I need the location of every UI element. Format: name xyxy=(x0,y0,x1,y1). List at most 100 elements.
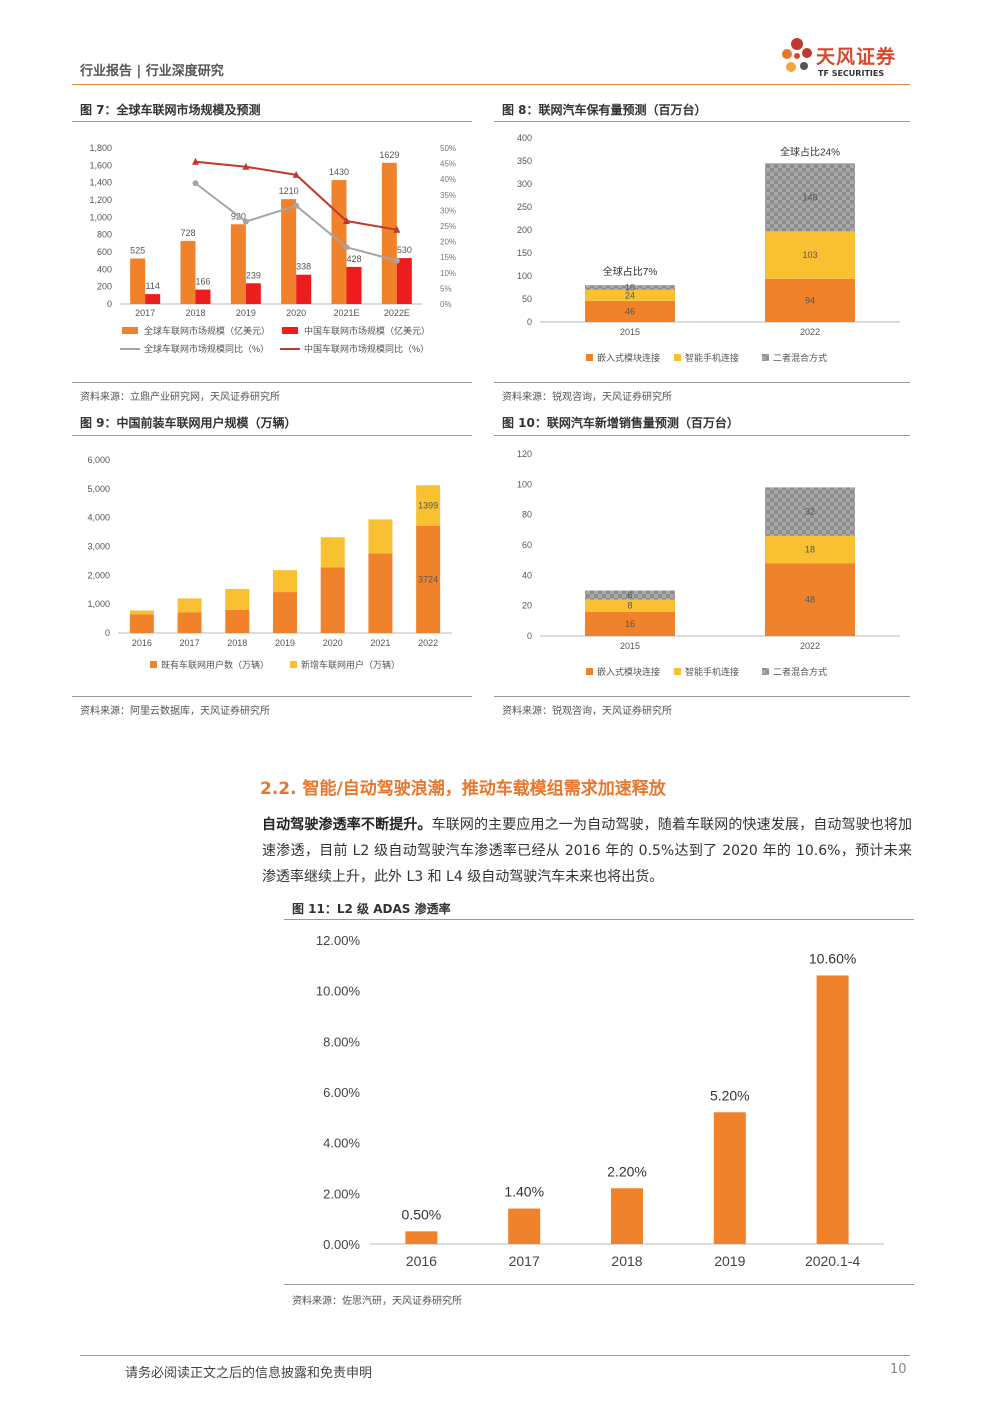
y-tick-label: 1,600 xyxy=(89,160,112,170)
x-tick-label: 2020.1-4 xyxy=(805,1253,860,1269)
china-bar-data-label: 114 xyxy=(145,281,159,291)
x-tick-label: 2017 xyxy=(180,638,200,648)
legend-label: 智能手机连接 xyxy=(685,666,739,677)
y-tick-label: 250 xyxy=(517,202,532,212)
y-tick-label: 100 xyxy=(517,479,532,489)
global-yoy-point xyxy=(393,257,400,264)
fig9-bottom-rule xyxy=(72,696,472,697)
china-yoy-point xyxy=(242,162,250,170)
smartphone-bar-segment xyxy=(585,599,675,612)
embedded-bar-segment xyxy=(320,567,345,633)
x-tick-label: 2019 xyxy=(275,638,295,648)
fig7-title: 图 7：全球车联网市场规模及预测 xyxy=(80,103,261,117)
global-bar-data-label: 1210 xyxy=(279,186,299,196)
company-logo: 天风证券 TF SECURITIES xyxy=(778,34,918,84)
legend-swatch xyxy=(674,354,681,361)
global-market-bar xyxy=(180,240,196,304)
fig7-top-rule xyxy=(72,121,472,122)
legend-swatch xyxy=(674,668,681,675)
embedded-bar-segment xyxy=(585,300,675,322)
smartphone-bar-segment xyxy=(225,588,250,610)
x-tick-label: 2017 xyxy=(509,1253,540,1269)
embedded-bar-segment xyxy=(273,592,297,633)
china-bar-data-label: 239 xyxy=(246,270,261,280)
section-paragraph: 自动驾驶渗透率不断提升。车联网的主要应用之一为自动驾驶，随着车联网的快速发展，自… xyxy=(262,812,912,890)
y-tick-label: 4.00% xyxy=(323,1136,360,1151)
x-tick-label: 2020 xyxy=(286,308,306,318)
report-header: 行业报告 | 行业深度研究 xyxy=(80,64,224,79)
smartphone-bar-segment xyxy=(585,289,675,301)
global-yoy-point xyxy=(293,202,300,209)
share-annotation: 全球占比7% xyxy=(603,265,658,278)
y-tick-label: 600 xyxy=(97,247,112,257)
legend-label: 嵌入式模块连接 xyxy=(597,666,660,677)
fig10-chart: 0 20 40 60 80 100 120 16 86 2015 48 18 32 2022 嵌入式模块连接… xyxy=(517,449,900,677)
smartphone-bar-segment xyxy=(320,537,345,568)
y-tick-label: 0 xyxy=(527,631,532,641)
smartphone-bar-segment xyxy=(177,598,202,613)
fig10-title: 图 10：联网汽车新增销售量预测（百万台） xyxy=(502,416,739,430)
embedded-bar-segment xyxy=(416,525,441,633)
smartphone-bar-segment xyxy=(129,610,154,615)
segment-data-label: 1399 xyxy=(418,500,438,510)
x-tick-label: 2016 xyxy=(406,1253,437,1269)
y2-tick-label: 20% xyxy=(440,238,456,247)
y-tick-label: 0 xyxy=(107,299,112,309)
footer-disclaimer: 请务必阅读正文之后的信息披露和免责申明 xyxy=(125,1366,373,1381)
segment-data-label: 148 xyxy=(802,192,817,202)
adas-bar xyxy=(713,1112,746,1244)
x-tick-label: 2018 xyxy=(227,638,247,648)
fig8-top-rule xyxy=(494,121,910,122)
logo-english-text: TF SECURITIES xyxy=(818,69,885,78)
y-tick-label: 2.00% xyxy=(323,1186,360,1201)
mixed-bar-segment xyxy=(585,590,675,600)
embedded-bar-segment xyxy=(765,563,855,636)
global-market-bar xyxy=(230,224,246,304)
legend-swatch xyxy=(282,327,298,334)
fig11-source: 资料来源：佐思汽研，天风证券研究所 xyxy=(292,1296,462,1307)
y-tick-label: 80 xyxy=(522,510,532,520)
paragraph-lead: 自动驾驶渗透率不断提升。 xyxy=(262,817,432,833)
smartphone-bar-segment xyxy=(765,231,855,279)
y-tick-label: 40 xyxy=(522,570,532,580)
china-market-bar xyxy=(396,258,412,304)
smartphone-bar-segment xyxy=(416,485,441,526)
segment-data-label: 48 xyxy=(805,595,815,605)
y-tick-label: 4,000 xyxy=(87,513,110,523)
fig7-source: 资料来源：立鼎产业研究网，天风证券研究所 xyxy=(80,392,280,403)
y-tick-label: 200 xyxy=(97,282,112,292)
x-tick-label: 2019 xyxy=(714,1253,745,1269)
china-market-bar xyxy=(195,289,211,304)
mixed-bar-segment xyxy=(765,163,855,232)
y-tick-label: 400 xyxy=(517,133,532,143)
y-tick-label: 200 xyxy=(517,225,532,235)
logo-chinese-text: 天风证券 xyxy=(816,46,897,68)
segment-data-label: 32 xyxy=(805,507,815,517)
y-tick-label: 1,000 xyxy=(89,212,112,222)
legend-label: 新增车联网用户（万辆） xyxy=(301,659,400,670)
y-tick-label: 5,000 xyxy=(87,484,110,494)
x-tick-label: 2017 xyxy=(135,308,155,318)
y-tick-label: 10.00% xyxy=(316,984,361,999)
y2-tick-label: 15% xyxy=(440,253,456,262)
fig9-title: 图 9：中国前装车联网用户规模（万辆） xyxy=(80,416,297,430)
legend-label: 全球车联网市场规模（亿美元） xyxy=(144,325,270,336)
adas-bar xyxy=(508,1208,541,1244)
china-market-bar xyxy=(346,266,362,304)
segment-data-label: 6 xyxy=(627,590,632,600)
legend-label: 中国车联网市场规模（亿美元） xyxy=(304,325,430,336)
y-tick-label: 1,400 xyxy=(89,178,112,188)
x-tick-label: 2022 xyxy=(800,641,820,651)
legend-label: 嵌入式模块连接 xyxy=(597,352,660,363)
y-tick-label: 20 xyxy=(522,601,532,611)
y2-tick-label: 5% xyxy=(440,284,452,293)
y2-tick-label: 0% xyxy=(440,300,452,309)
smartphone-bar-segment xyxy=(273,570,297,593)
x-tick-label: 2018 xyxy=(611,1253,642,1269)
global-yoy-point xyxy=(343,244,350,251)
adas-bar xyxy=(816,975,849,1244)
china-yoy-point xyxy=(343,217,350,225)
y-tick-label: 60 xyxy=(522,540,532,550)
x-tick-label: 2022 xyxy=(800,327,820,337)
